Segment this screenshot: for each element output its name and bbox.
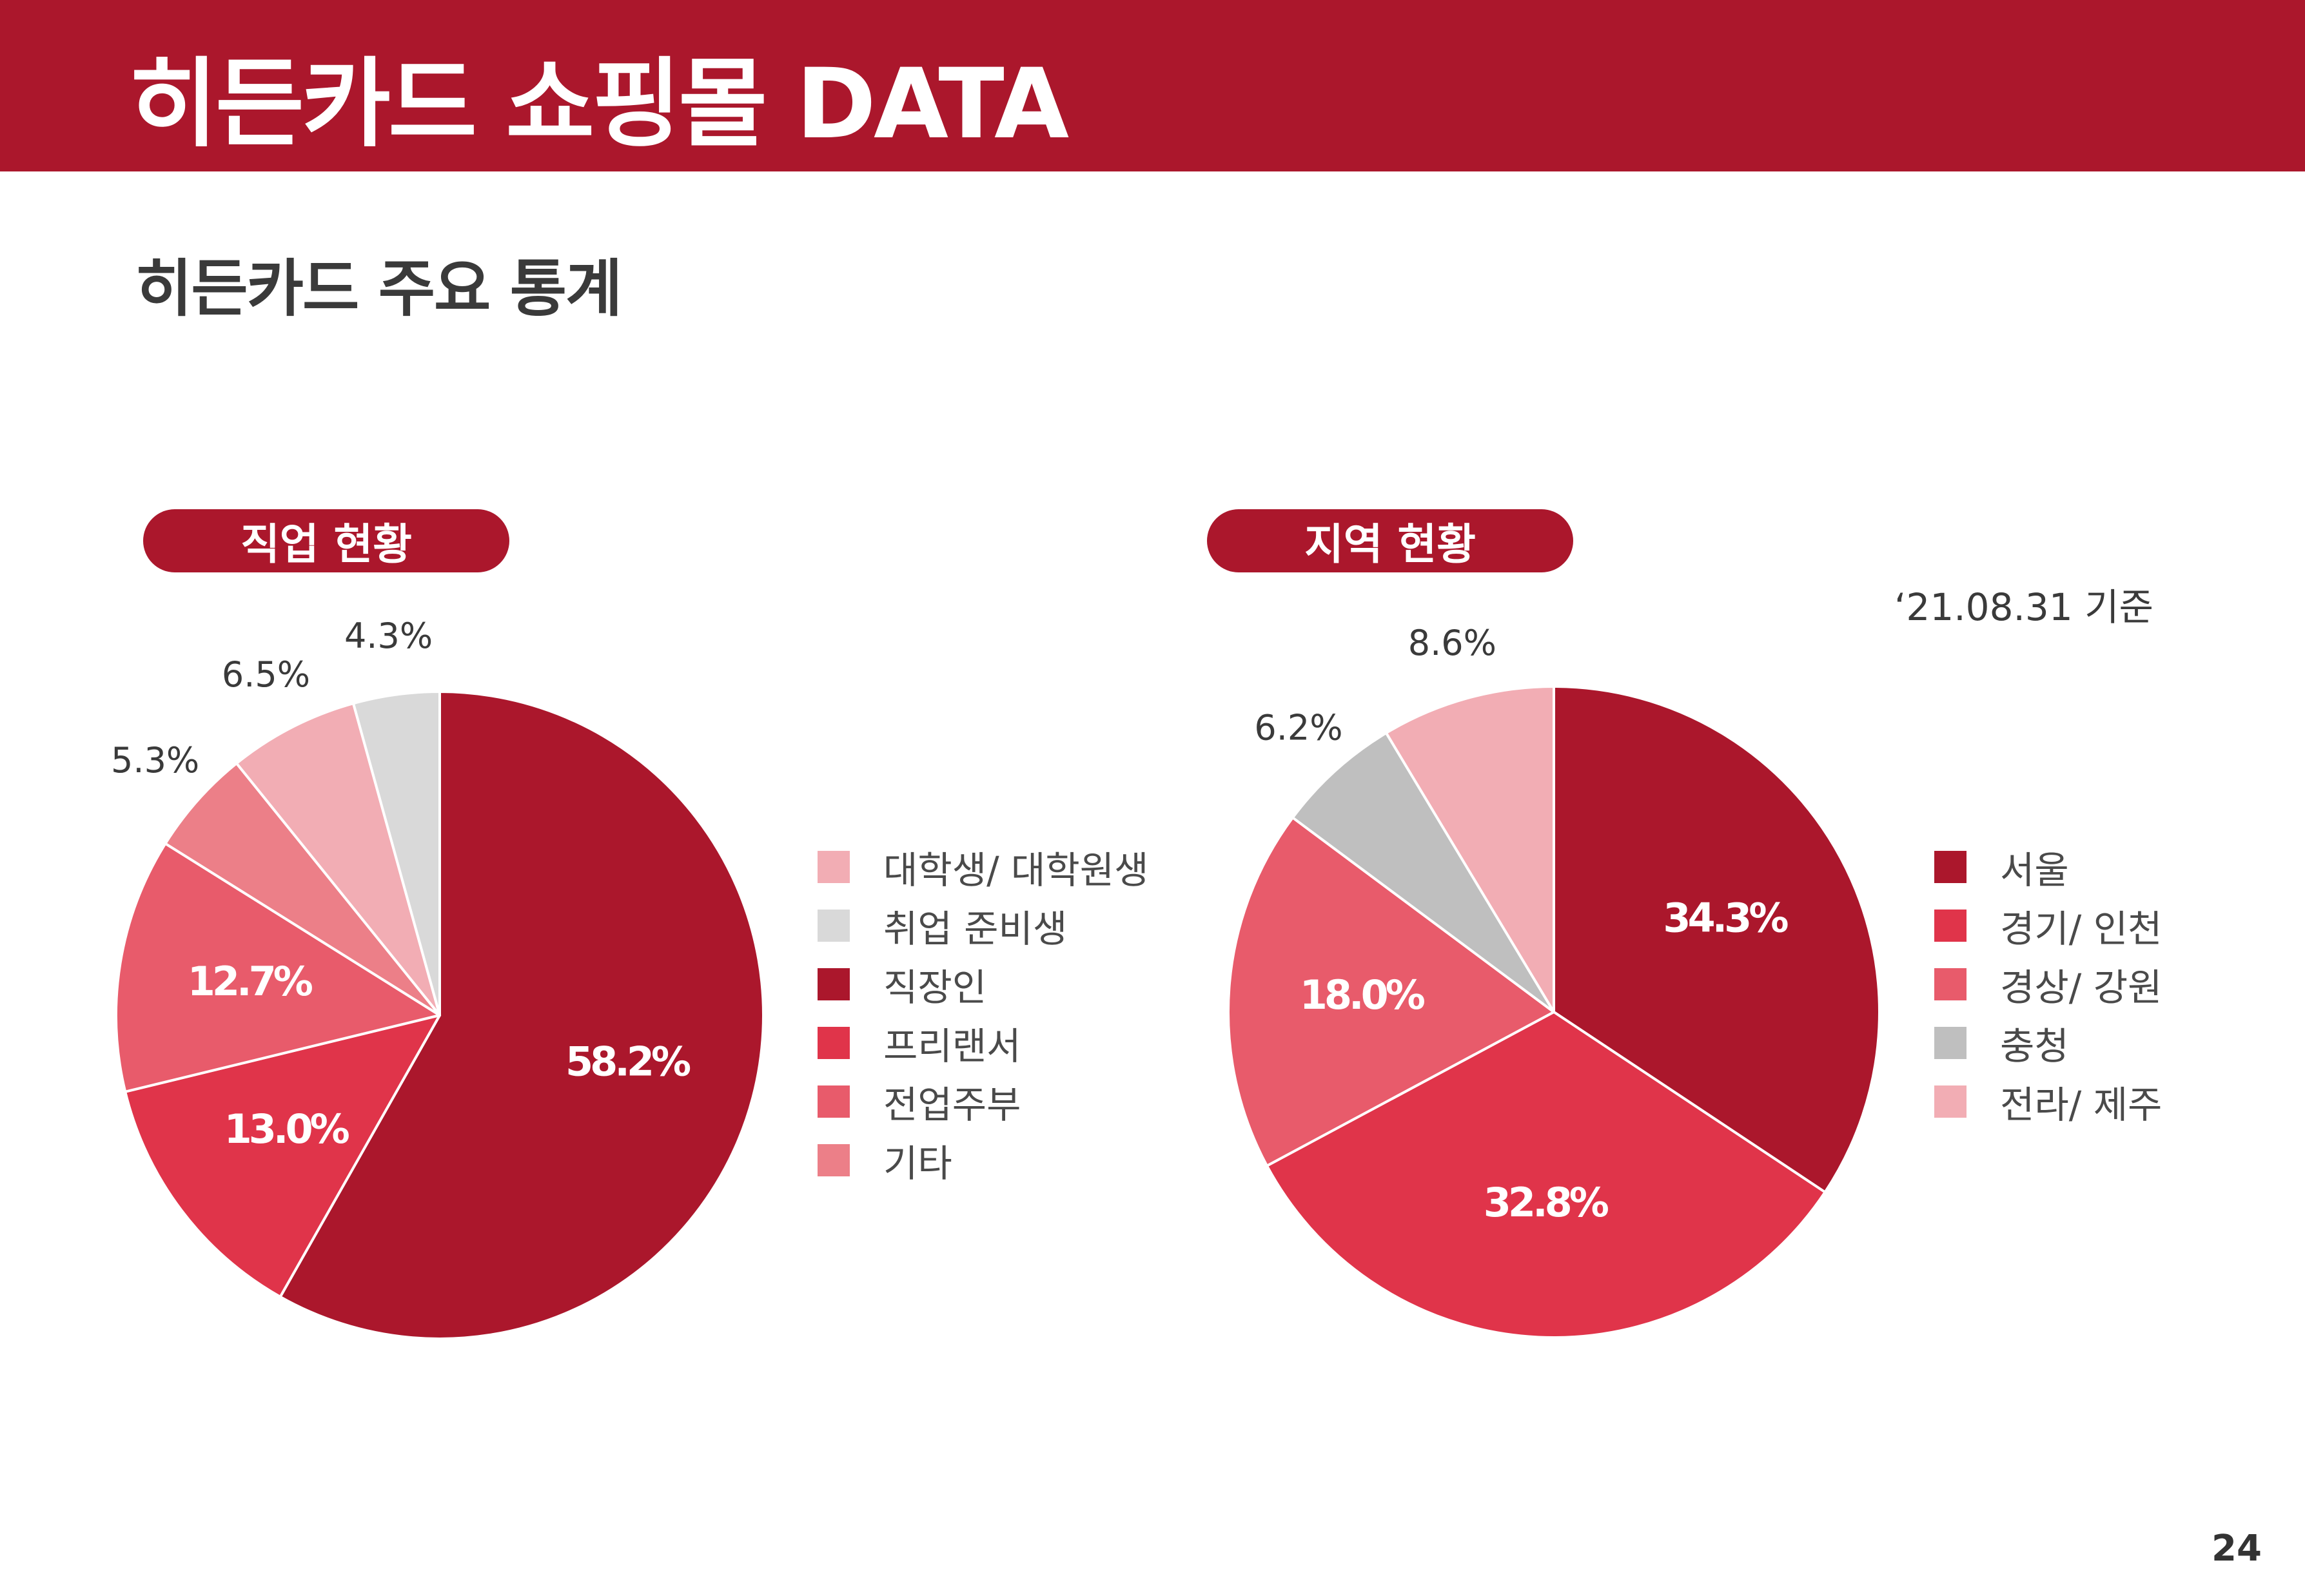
legend-swatch xyxy=(1934,1085,1967,1118)
legend-swatch xyxy=(818,1085,850,1118)
legend-swatch xyxy=(1934,910,1967,942)
legend-label: 기타 xyxy=(883,1142,952,1185)
job-legend-item: 대학생/ 대학원생 xyxy=(818,841,1269,893)
header-bar: 히든카드 쇼핑몰 DATA xyxy=(0,0,2305,171)
job-pie-slice-대학생-대학원생 xyxy=(235,702,441,1017)
job-chart-title-pill: 직업 현황 xyxy=(143,509,509,572)
region-data-label-충청: 6.2% xyxy=(1254,707,1342,748)
date-note: ‘21.08.31 기준 xyxy=(1894,585,2153,629)
legend-label: 전라/ 제주 xyxy=(2000,1083,2163,1127)
region-pie-slice-충청 xyxy=(1291,732,1555,1013)
region-legend-item: 경기/ 인천 xyxy=(1934,900,2305,951)
legend-label: 직장인 xyxy=(883,966,987,1009)
legend-label: 충청 xyxy=(2000,1024,2069,1068)
page-number: 24 xyxy=(2212,1528,2262,1570)
job-pie-slice-취업-준비생 xyxy=(352,690,441,1017)
job-legend-item: 취업 준비생 xyxy=(818,900,1269,951)
job-pie-slice-프리랜서 xyxy=(124,1014,441,1298)
region-pie-chart xyxy=(1227,685,1881,1339)
region-data-label-경기-인천: 32.8% xyxy=(1484,1179,1609,1226)
region-chart-title-pill: 지역 현황 xyxy=(1207,509,1573,572)
job-pie-slice-직장인 xyxy=(279,690,765,1340)
legend-label: 대학생/ 대학원생 xyxy=(883,848,1149,892)
job-data-label-취업-준비생: 4.3% xyxy=(344,616,433,656)
legend-swatch xyxy=(818,851,850,883)
legend-label: 경기/ 인천 xyxy=(2000,907,2163,951)
legend-swatch xyxy=(818,1027,850,1059)
region-pie-slice-경기-인천 xyxy=(1265,1011,1827,1339)
job-pie-chart xyxy=(115,690,765,1340)
legend-swatch xyxy=(1934,851,1967,883)
job-pie-slice-전업주부 xyxy=(115,842,441,1093)
legend-swatch xyxy=(1934,968,1967,1000)
job-legend-item: 직장인 xyxy=(818,959,1269,1010)
job-legend-item: 프리랜서 xyxy=(818,1017,1269,1069)
job-data-label-대학생-대학원생: 6.5% xyxy=(222,654,310,695)
job-legend-item: 기타 xyxy=(818,1134,1269,1186)
region-data-label-경상-강원: 18.0% xyxy=(1300,971,1425,1018)
region-data-label-서울: 34.3% xyxy=(1663,894,1788,941)
job-data-label-프리랜서: 13.0% xyxy=(224,1105,349,1153)
legend-label: 서울 xyxy=(2000,848,2069,892)
job-pie-slice-기타 xyxy=(164,762,441,1017)
legend-label: 전업주부 xyxy=(883,1083,1021,1127)
job-data-label-기타: 5.3% xyxy=(111,740,199,781)
legend-swatch xyxy=(818,910,850,942)
region-pie-slice-경상-강원 xyxy=(1227,816,1555,1167)
page-title: 히든카드 쇼핑몰 DATA xyxy=(129,48,1069,161)
region-pie-slice-전라-제주 xyxy=(1384,685,1555,1013)
job-legend-item: 전업주부 xyxy=(818,1076,1269,1127)
region-legend-item: 경상/ 강원 xyxy=(1934,959,2305,1010)
section-title: 히든카드 주요 통계 xyxy=(135,253,622,325)
legend-label: 취업 준비생 xyxy=(883,907,1068,951)
region-data-label-전라-제주: 8.6% xyxy=(1408,623,1496,663)
legend-swatch xyxy=(818,1144,850,1176)
legend-swatch xyxy=(1934,1027,1967,1059)
legend-label: 경상/ 강원 xyxy=(2000,966,2163,1009)
region-legend-item: 서울 xyxy=(1934,841,2305,893)
job-data-label-직장인: 58.2% xyxy=(565,1038,691,1085)
legend-label: 프리랜서 xyxy=(883,1024,1021,1068)
legend-swatch xyxy=(818,968,850,1000)
region-legend-item: 전라/ 제주 xyxy=(1934,1076,2305,1127)
job-data-label-전업주부: 12.7% xyxy=(188,958,313,1005)
region-legend-item: 충청 xyxy=(1934,1017,2305,1069)
